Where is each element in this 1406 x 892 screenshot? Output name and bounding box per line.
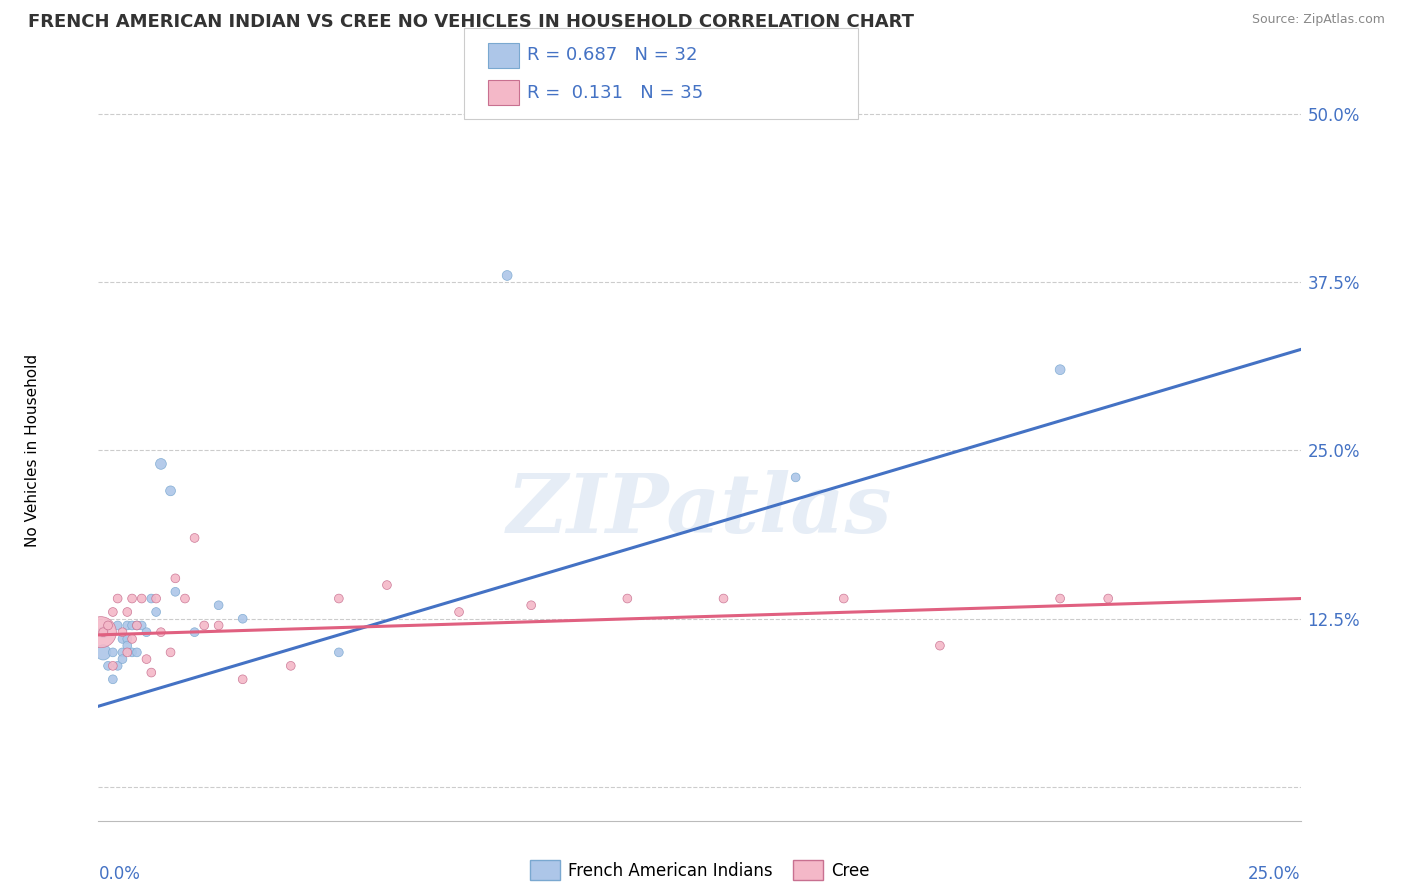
Point: [101, 605, 124, 619]
Point: [145, 605, 167, 619]
Point: [117, 639, 139, 653]
Point: [1049, 591, 1071, 606]
Point: [193, 618, 215, 632]
Point: [97, 618, 120, 632]
Point: [117, 632, 139, 646]
Text: R =  0.131   N = 35: R = 0.131 N = 35: [527, 84, 703, 102]
Point: [91, 645, 114, 659]
Point: [111, 625, 134, 640]
Point: [121, 645, 143, 659]
Point: [616, 591, 638, 606]
Point: [107, 591, 129, 606]
Text: FRENCH AMERICAN INDIAN VS CREE NO VEHICLES IN HOUSEHOLD CORRELATION CHART: FRENCH AMERICAN INDIAN VS CREE NO VEHICL…: [28, 13, 914, 31]
Point: [832, 591, 855, 606]
Point: [174, 591, 197, 606]
Point: [141, 591, 163, 606]
Point: [121, 618, 143, 632]
Point: [785, 470, 807, 484]
Point: [90, 625, 112, 640]
Point: [141, 665, 163, 680]
Point: [107, 618, 129, 632]
Point: [107, 658, 129, 673]
Point: [208, 599, 231, 613]
Point: [149, 457, 172, 471]
Legend: French American Indians, Cree: French American Indians, Cree: [523, 854, 876, 887]
Point: [117, 618, 139, 632]
Text: 25.0%: 25.0%: [1249, 865, 1301, 883]
Point: [131, 618, 153, 632]
Point: [375, 578, 398, 592]
Point: [159, 645, 181, 659]
Point: [101, 673, 124, 687]
Point: [97, 618, 120, 632]
Point: [328, 645, 350, 659]
Text: Source: ZipAtlas.com: Source: ZipAtlas.com: [1251, 13, 1385, 27]
Text: 0.0%: 0.0%: [98, 865, 141, 883]
Point: [232, 612, 254, 626]
Text: ZIPatlas: ZIPatlas: [506, 470, 893, 549]
Point: [101, 645, 124, 659]
Point: [232, 673, 254, 687]
Point: [149, 625, 172, 640]
Point: [496, 268, 519, 283]
Point: [91, 625, 114, 640]
Point: [165, 584, 187, 599]
Point: [121, 632, 143, 646]
Point: [125, 618, 148, 632]
Point: [135, 652, 157, 666]
Point: [91, 625, 114, 640]
Point: [111, 652, 134, 666]
Point: [125, 645, 148, 659]
Point: [183, 625, 205, 640]
Point: [447, 605, 470, 619]
Point: [145, 591, 167, 606]
Point: [117, 605, 139, 619]
Point: [208, 618, 231, 632]
Point: [183, 531, 205, 545]
Point: [328, 591, 350, 606]
Point: [135, 625, 157, 640]
Text: No Vehicles in Household: No Vehicles in Household: [25, 354, 39, 547]
Point: [1097, 591, 1119, 606]
Point: [121, 591, 143, 606]
Point: [131, 591, 153, 606]
Point: [101, 658, 124, 673]
Point: [111, 632, 134, 646]
Point: [117, 645, 139, 659]
Point: [97, 658, 120, 673]
Point: [928, 639, 950, 653]
Point: [159, 483, 181, 498]
Text: R = 0.687   N = 32: R = 0.687 N = 32: [527, 46, 697, 64]
Point: [111, 645, 134, 659]
Point: [520, 599, 543, 613]
Point: [1049, 362, 1071, 376]
Point: [125, 618, 148, 632]
Point: [165, 571, 187, 585]
Point: [280, 658, 302, 673]
Point: [713, 591, 735, 606]
